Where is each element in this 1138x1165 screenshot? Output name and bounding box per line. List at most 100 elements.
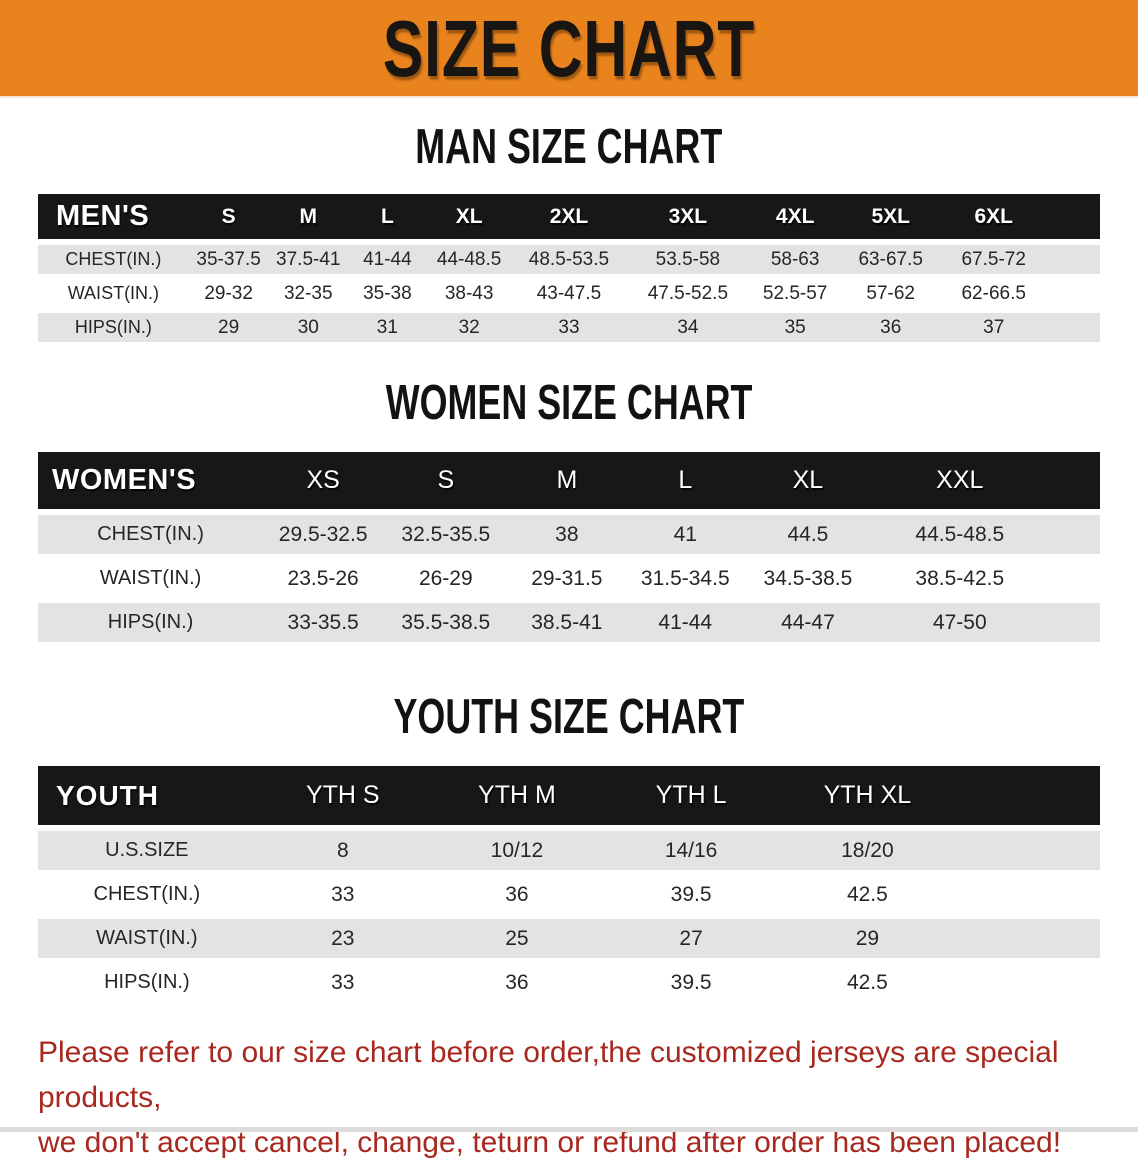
women-hips-row: HIPS(IN.) 33-35.5 35.5-38.5 38.5-41 41-4…: [38, 600, 1100, 644]
youth-size-header: YTH M: [429, 766, 605, 828]
men-section: MAN SIZE CHART MEN'S S M L XL 2XL 3XL 4X…: [0, 118, 1138, 344]
size-value: 38-43: [426, 276, 512, 310]
size-value: 38: [508, 512, 626, 556]
youth-size-header: YTH L: [604, 766, 779, 828]
size-value: 37: [940, 310, 1047, 344]
men-size-header: 5XL: [840, 194, 941, 242]
size-value: 35: [749, 310, 841, 344]
size-value: 23: [255, 916, 430, 960]
size-value: 29: [188, 310, 269, 344]
youth-section-heading: YOUTH SIZE CHART: [0, 688, 1138, 744]
youth-heading-text: YOUTH SIZE CHART: [393, 688, 745, 744]
size-value: 32.5-35.5: [383, 512, 509, 556]
youth-hips-row: HIPS(IN.) 33 36 39.5 42.5: [38, 960, 1100, 1004]
women-chest-row: CHEST(IN.) 29.5-32.5 32.5-35.5 38 41 44.…: [38, 512, 1100, 556]
bottom-edge-strip: [0, 1127, 1138, 1132]
size-value: 29-32: [188, 276, 269, 310]
size-value: 43-47.5: [511, 276, 627, 310]
disclaimer-line-1: Please refer to our size chart before or…: [38, 1036, 1059, 1114]
size-value: 34.5-38.5: [745, 556, 871, 600]
size-chart-banner: SIZE CHART: [0, 0, 1138, 98]
youth-waist-row: WAIST(IN.) 23 25 27 29: [38, 916, 1100, 960]
filler-cell: [1048, 512, 1100, 556]
row-label: U.S.SIZE: [38, 828, 256, 872]
men-size-header: S: [188, 194, 269, 242]
size-value: 32-35: [268, 276, 349, 310]
size-value: 25: [429, 916, 605, 960]
size-value: 18/20: [778, 828, 957, 872]
size-value: 37.5-41: [268, 242, 349, 276]
row-label: CHEST(IN.): [38, 872, 256, 916]
size-value: 38.5-41: [508, 600, 626, 644]
men-size-header: 6XL: [940, 194, 1047, 242]
row-label: HIPS(IN.): [38, 600, 264, 644]
women-size-header: XL: [745, 452, 871, 512]
size-value: 35.5-38.5: [383, 600, 509, 644]
size-value: 29: [778, 916, 957, 960]
filler-cell: [1048, 556, 1100, 600]
size-value: 47.5-52.5: [626, 276, 750, 310]
size-value: 41-44: [348, 242, 427, 276]
filler-cell: [956, 828, 1100, 872]
row-label: WAIST(IN.): [38, 276, 189, 310]
size-value: 36: [840, 310, 941, 344]
men-table-header-row: MEN'S S M L XL 2XL 3XL 4XL 5XL 6XL: [38, 194, 1100, 242]
size-value: 53.5-58: [626, 242, 750, 276]
men-size-table: MEN'S S M L XL 2XL 3XL 4XL 5XL 6XL CHEST…: [38, 194, 1100, 344]
filler-cell: [1048, 600, 1100, 644]
youth-section: YOUTH SIZE CHART YOUTH YTH S YTH M YTH L…: [0, 688, 1138, 1004]
banner-title: SIZE CHART: [382, 3, 756, 93]
size-value: 35-37.5: [188, 242, 269, 276]
women-size-header: L: [625, 452, 746, 512]
women-size-header: XS: [263, 452, 384, 512]
size-value: 63-67.5: [840, 242, 941, 276]
size-value: 41: [625, 512, 746, 556]
size-value: 10/12: [429, 828, 605, 872]
men-table-title-cell: MEN'S: [38, 194, 189, 242]
filler-cell: [956, 916, 1100, 960]
women-size-header: S: [383, 452, 509, 512]
youth-size-header: YTH S: [255, 766, 430, 828]
women-waist-row: WAIST(IN.) 23.5-26 26-29 29-31.5 31.5-34…: [38, 556, 1100, 600]
size-value: 8: [255, 828, 430, 872]
men-waist-row: WAIST(IN.) 29-32 32-35 35-38 38-43 43-47…: [38, 276, 1100, 310]
row-label: HIPS(IN.): [38, 960, 256, 1004]
size-value: 39.5: [604, 872, 779, 916]
youth-size-header: YTH XL: [778, 766, 957, 828]
size-value: 58-63: [749, 242, 841, 276]
youth-header-filler-cell: [956, 766, 1100, 828]
women-size-header: XXL: [870, 452, 1049, 512]
size-value: 44.5: [745, 512, 871, 556]
row-label: WAIST(IN.): [38, 916, 256, 960]
men-size-header: M: [268, 194, 349, 242]
filler-cell: [1046, 310, 1100, 344]
size-value: 57-62: [840, 276, 941, 310]
size-value: 23.5-26: [263, 556, 384, 600]
size-value: 33-35.5: [263, 600, 384, 644]
size-value: 52.5-57: [749, 276, 841, 310]
size-value: 30: [268, 310, 349, 344]
men-header-filler-cell: [1046, 194, 1100, 242]
men-heading-text: MAN SIZE CHART: [415, 118, 723, 174]
size-value: 62-66.5: [940, 276, 1047, 310]
women-size-header: M: [508, 452, 626, 512]
size-value: 33: [255, 872, 430, 916]
men-size-header: L: [348, 194, 427, 242]
women-table-header-row: WOMEN'S XS S M L XL XXL: [38, 452, 1100, 512]
row-label: HIPS(IN.): [38, 310, 189, 344]
filler-cell: [956, 872, 1100, 916]
size-value: 36: [429, 960, 605, 1004]
men-chest-row: CHEST(IN.) 35-37.5 37.5-41 41-44 44-48.5…: [38, 242, 1100, 276]
men-hips-row: HIPS(IN.) 29 30 31 32 33 34 35 36 37: [38, 310, 1100, 344]
size-value: 33: [255, 960, 430, 1004]
men-size-header: XL: [426, 194, 512, 242]
size-value: 29.5-32.5: [263, 512, 384, 556]
women-size-table: WOMEN'S XS S M L XL XXL CHEST(IN.) 29.5-…: [38, 452, 1100, 644]
size-value: 33: [511, 310, 627, 344]
size-value: 42.5: [778, 960, 957, 1004]
row-label: WAIST(IN.): [38, 556, 264, 600]
youth-chest-row: CHEST(IN.) 33 36 39.5 42.5: [38, 872, 1100, 916]
size-value: 34: [626, 310, 750, 344]
size-value: 31.5-34.5: [625, 556, 746, 600]
size-value: 39.5: [604, 960, 779, 1004]
